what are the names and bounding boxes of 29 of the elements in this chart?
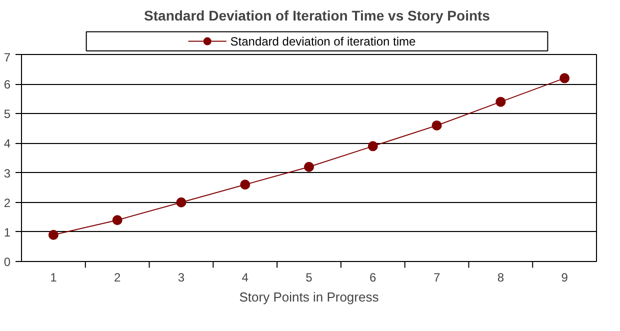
point <box>112 215 122 226</box>
x-tick-label: 1 <box>50 270 58 284</box>
point <box>240 180 250 190</box>
x-axis-title: Story Points in Progress <box>239 290 380 304</box>
x-tick-label: 7 <box>433 270 440 284</box>
y-tick-label: 7 <box>4 50 11 64</box>
x-tick-label: 2 <box>114 270 121 284</box>
y-tick-label: 6 <box>4 78 11 92</box>
x-tick-label: 6 <box>370 270 377 284</box>
point <box>48 230 58 240</box>
y-tick-label: 2 <box>4 196 11 210</box>
x-tick-label: 5 <box>306 270 313 284</box>
y-tick-label: 3 <box>4 166 11 180</box>
y-tick-label: 4 <box>4 136 11 151</box>
x-tick-label: 3 <box>178 270 185 284</box>
point <box>304 162 314 172</box>
x-tick-label: 4 <box>242 270 249 284</box>
point <box>496 96 506 107</box>
chart-title: Standard Deviation of Iteration Time vs Story Points <box>144 8 490 24</box>
x-tick-label: 9 <box>561 270 568 284</box>
x-tick-label: 8 <box>497 270 504 284</box>
y-tick-label: 1 <box>4 225 11 240</box>
point <box>432 120 442 130</box>
y-tick-label: 0 <box>4 255 11 269</box>
point <box>368 141 378 152</box>
point <box>176 197 186 208</box>
point <box>560 73 570 84</box>
y-tick-label: 5 <box>4 107 11 122</box>
legend-label: Standard deviation of iteration time <box>230 34 416 48</box>
